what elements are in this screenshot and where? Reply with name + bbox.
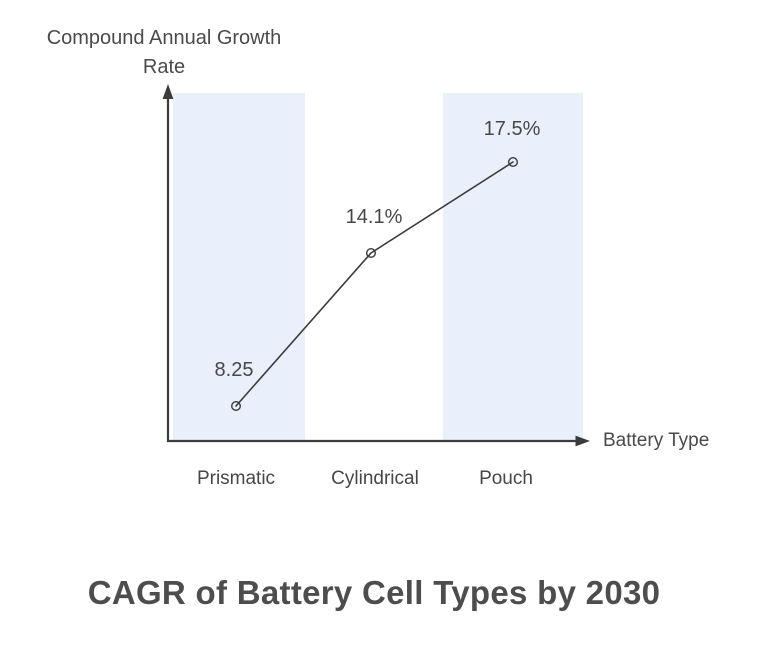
data-point-prismatic xyxy=(230,401,241,412)
trend-line xyxy=(235,161,514,407)
category-label-cylindrical: Cylindrical xyxy=(331,468,419,489)
value-label-cylindrical: 14.1% xyxy=(345,206,403,228)
y-axis-title: Compound Annual Growth Rate xyxy=(46,27,282,78)
category-label-pouch: Pouch xyxy=(479,468,533,489)
data-point-pouch xyxy=(508,156,519,167)
data-point-cylindrical xyxy=(366,247,377,258)
value-label-prismatic: 8.25 xyxy=(214,359,254,381)
y-axis-arrow-icon xyxy=(162,84,174,99)
highlight-band-pouch xyxy=(443,93,583,441)
value-label-pouch: 17.5% xyxy=(483,118,541,140)
x-axis-arrow-icon xyxy=(575,435,590,447)
highlight-band-prismatic xyxy=(173,93,305,441)
x-axis-title: Battery Type xyxy=(603,430,710,451)
chart-title: CAGR of Battery Cell Types by 2030 xyxy=(87,574,661,611)
category-label-prismatic: Prismatic xyxy=(196,468,276,489)
